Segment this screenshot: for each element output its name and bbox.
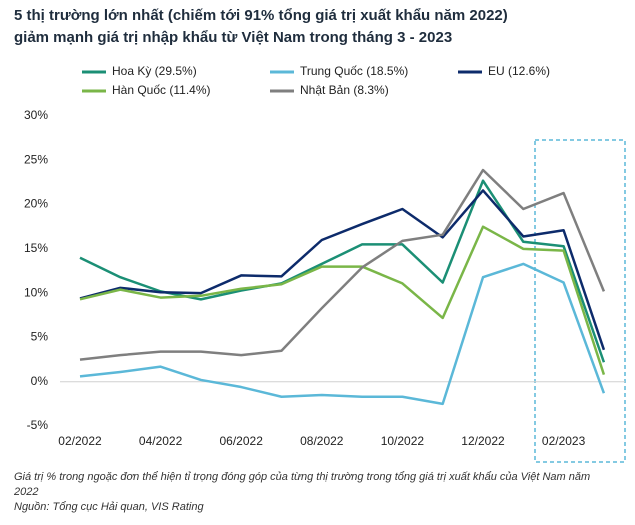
x-tick-label: 02/2022 [58, 434, 102, 448]
series-line [79, 262, 606, 406]
x-tick-label: 12/2022 [461, 434, 505, 448]
x-tick-label: 06/2022 [220, 434, 264, 448]
y-tick-label: 20% [24, 197, 48, 211]
chart: 5 thị trường lớn nhất (chiếm tới 91% tổn… [14, 7, 626, 463]
notes: Giá trị % trong ngoặc đơn thể hiện tỉ tr… [14, 470, 614, 515]
y-tick-label: -5% [27, 418, 49, 432]
chart-title: 5 thị trường lớn nhất (chiếm tới 91% tổn… [14, 7, 508, 24]
y-tick-label: 5% [31, 330, 49, 344]
legend-label: Hoa Kỳ (29.5%) [112, 64, 197, 78]
x-tick-label: 08/2022 [300, 434, 344, 448]
y-tick-label: 30% [24, 108, 48, 122]
y-tick-label: 10% [24, 285, 48, 299]
note: Giá trị % trong ngoặc đơn thể hiện tỉ tr… [14, 471, 591, 498]
series-line [79, 168, 606, 361]
y-tick-label: 15% [24, 241, 48, 255]
x-tick-label: 02/2023 [542, 434, 586, 448]
x-tick-label: 04/2022 [139, 434, 183, 448]
series-line [79, 225, 606, 376]
x-tick-label: 10/2022 [381, 434, 425, 448]
series-line [79, 189, 606, 351]
legend-label: EU (12.6%) [488, 64, 550, 78]
source: Nguồn: Tổng cục Hải quan, VIS Rating [14, 501, 204, 513]
legend-label: Trung Quốc (18.5%) [300, 64, 408, 78]
legend-label: Nhật Bản (8.3%) [300, 83, 389, 97]
legend-label: Hàn Quốc (11.4%) [112, 83, 211, 97]
y-tick-label: 0% [31, 374, 49, 388]
chart-title: giảm mạnh giá trị nhập khẩu từ Việt Nam … [14, 29, 452, 46]
highlight-box [534, 139, 626, 463]
y-tick-label: 25% [24, 152, 48, 166]
